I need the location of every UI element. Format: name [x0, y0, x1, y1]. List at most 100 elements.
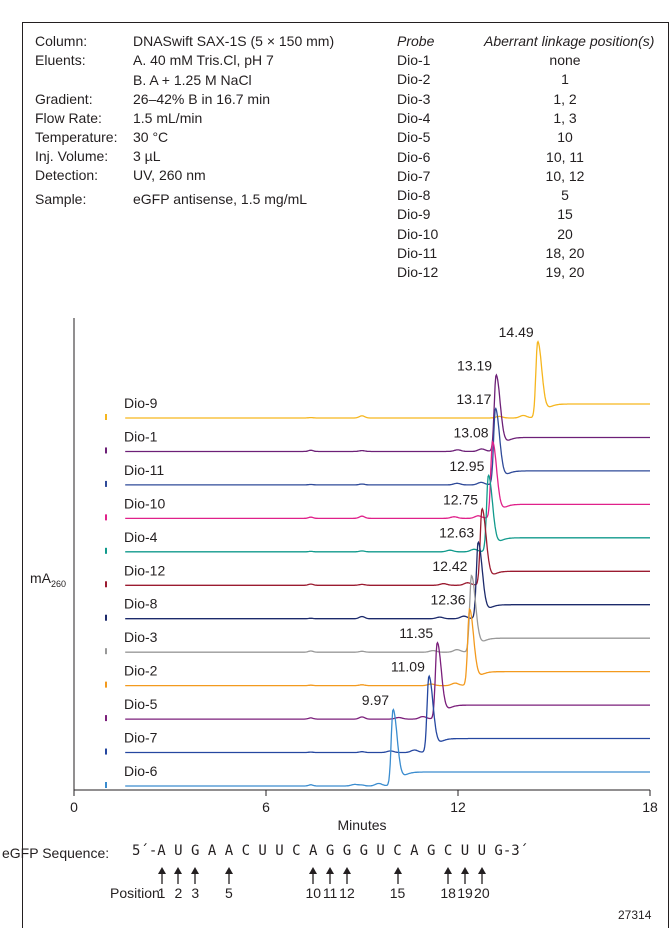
- probe-name: Dio-7: [397, 167, 431, 184]
- probe-name: Dio-11: [397, 245, 438, 261]
- position-number: 1: [157, 885, 166, 901]
- trace-dio-7: [125, 674, 650, 754]
- position-number: 2: [174, 885, 183, 901]
- position-arrow: [324, 866, 336, 884]
- y-axis-label: mA260: [30, 570, 66, 589]
- condition-value: UV, 260 nm: [133, 167, 206, 183]
- probe-name: Dio-12: [397, 264, 439, 281]
- probe-positions: none: [549, 52, 581, 68]
- peak-label: 13.19: [457, 357, 492, 373]
- probe-name: Dio-8: [397, 187, 431, 204]
- position-number: 20: [474, 885, 490, 901]
- condition-label: Sample:: [35, 191, 87, 207]
- condition-value: B. A + 1.25 M NaCl: [133, 72, 252, 88]
- peak-label: 12.36: [430, 592, 465, 608]
- position-arrow: [172, 866, 184, 884]
- peak-label: 9.97: [362, 692, 389, 708]
- condition-value: A. 40 mM Tris.Cl, pH 7: [133, 52, 274, 68]
- probe-name: Dio-6: [397, 148, 431, 165]
- x-axis-label: Minutes: [337, 817, 386, 833]
- series-label: Dio-2: [124, 663, 158, 679]
- trace-dio-2: [125, 607, 650, 687]
- position-arrow: [307, 866, 319, 884]
- trace-dio-4: [125, 473, 650, 553]
- condition-label: Temperature:: [35, 129, 118, 145]
- series-label: Dio-6: [124, 763, 158, 779]
- peak-label: 12.75: [443, 491, 478, 507]
- x-tick-label: 6: [262, 799, 270, 815]
- probe-name: Dio-10: [397, 225, 439, 242]
- x-tick-label: 0: [70, 799, 78, 815]
- probe-positions: 1, 3: [553, 109, 577, 126]
- figure-frame: [22, 22, 669, 928]
- probe-header: Probe: [397, 33, 435, 49]
- position-number: 15: [389, 885, 406, 901]
- trace-dio-6: [125, 708, 650, 787]
- series-label: Dio-10: [124, 495, 165, 511]
- probe-positions: 15: [557, 206, 573, 223]
- peak-label: 12.42: [432, 558, 467, 574]
- condition-label: Eluents:: [35, 52, 86, 68]
- position-number: 18: [440, 885, 456, 901]
- condition-value: DNASwift SAX-1S (5 × 150 mm): [133, 33, 335, 49]
- probe-positions: 18, 20: [545, 245, 585, 261]
- condition-label: Flow Rate:: [35, 110, 102, 126]
- position-number: 11: [322, 885, 338, 901]
- peak-label: 11.09: [391, 659, 425, 675]
- trace-dio-1: [125, 373, 650, 453]
- trace-dio-10: [125, 440, 650, 520]
- condition-label: Gradient:: [35, 91, 93, 107]
- probe-name: Dio-4: [397, 109, 431, 126]
- trace-dio-11: [125, 407, 650, 486]
- probe-name: Dio-5: [397, 129, 431, 146]
- trace-dio-3: [125, 574, 650, 653]
- trace-dio-9: [125, 340, 650, 419]
- figure-id: 27314: [618, 908, 652, 922]
- condition-label: Detection:: [35, 167, 99, 183]
- trace-dio-12: [125, 507, 650, 586]
- trace-dio-5: [125, 641, 650, 720]
- position-arrow: [189, 866, 201, 884]
- series-label: Dio-12: [124, 562, 165, 578]
- probe-positions: 19, 20: [545, 264, 585, 281]
- position-arrow: [341, 866, 353, 884]
- peak-label: 11.35: [399, 625, 433, 641]
- trace-dio-8: [125, 540, 650, 620]
- condition-label: Column:: [35, 33, 88, 49]
- position-header: Aberrant linkage position(s): [484, 33, 655, 49]
- series-label: Dio-4: [124, 529, 158, 545]
- position-label: Position:: [110, 885, 164, 901]
- position-arrow: [476, 866, 488, 884]
- series-label: Dio-7: [124, 730, 158, 746]
- peak-label: 13.08: [454, 424, 489, 440]
- condition-label: Inj. Volume:: [35, 148, 109, 164]
- probe-name: Dio-3: [397, 90, 431, 107]
- position-arrow: [392, 866, 404, 884]
- probe-positions: 1: [561, 71, 569, 88]
- probe-positions: 10, 12: [545, 167, 585, 184]
- position-arrow: [442, 866, 454, 884]
- condition-value: 30 °C: [133, 129, 169, 145]
- position-number: 12: [339, 885, 355, 901]
- condition-value: eGFP antisense, 1.5 mg/mL: [133, 191, 308, 207]
- sequence-string: 5´-A U G A A C U U C A G G G U C A G C U…: [132, 843, 529, 859]
- probe-positions: 5: [561, 187, 569, 204]
- series-label: Dio-9: [124, 395, 158, 411]
- probe-name: Dio-9: [397, 206, 431, 223]
- series-label: Dio-3: [124, 629, 158, 645]
- probe-name: Dio-2: [397, 71, 431, 88]
- position-number: 5: [225, 885, 233, 901]
- peak-label: 13.17: [456, 391, 491, 407]
- peak-label: 14.49: [499, 324, 534, 340]
- position-arrow: [459, 866, 471, 884]
- series-label: Dio-11: [124, 462, 164, 478]
- series-label: Dio-5: [124, 696, 158, 712]
- condition-value: 3 µL: [133, 148, 161, 164]
- probe-name: Dio-1: [397, 52, 431, 68]
- probe-positions: 20: [557, 225, 573, 242]
- position-number: 19: [457, 885, 473, 901]
- condition-value: 1.5 mL/min: [133, 110, 203, 126]
- probe-positions: 10: [557, 129, 573, 146]
- x-tick-label: 12: [450, 799, 466, 815]
